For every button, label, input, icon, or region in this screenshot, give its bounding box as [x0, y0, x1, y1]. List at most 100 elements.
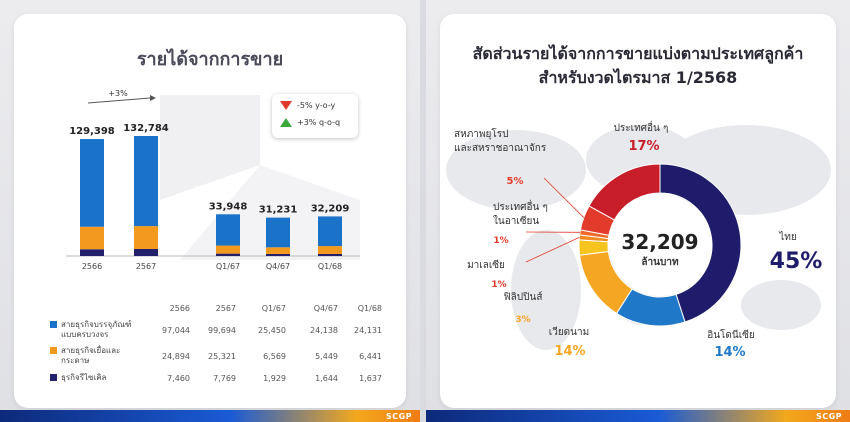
slice-name-label: ประเทศอื่น ๆ	[614, 120, 669, 134]
table-cell: 24,131	[354, 325, 382, 335]
table-header-cell: Q4/67	[313, 303, 338, 313]
series-name: สายธุรกิจบรรจุภัณฑ์แบบครบวงจร	[61, 320, 132, 339]
table-cell: 24,894	[162, 351, 190, 361]
country-donut-chart: 32,209 ล้านบาท ไทย 45% อินโดนีเซีย 14% เวียดนา…	[454, 120, 823, 360]
slice-percent-label: 1%	[493, 236, 508, 246]
growth-label: +3%	[108, 89, 128, 98]
arrow-down-icon	[280, 101, 292, 110]
donut-slice	[588, 163, 661, 221]
revenue-title: รายได้จากการขาย	[136, 49, 284, 70]
slice-name-label: สหภาพยุโรป	[454, 127, 508, 140]
country-share-title: สัดส่วนรายได้จากการขายแบ่งตามประเทศลูกค้…	[426, 42, 850, 90]
slice-name-label: ในอาเซียน	[493, 215, 539, 227]
table-cell: 25,321	[208, 351, 236, 361]
series-swatch	[50, 321, 57, 328]
bar-segment	[80, 249, 104, 256]
country-share-panel: สัดส่วนรายได้จากการขายแบ่งตามประเทศลูกค้…	[426, 0, 850, 422]
bar-total-label: 31,231	[259, 205, 298, 216]
scgp-logo: SCGP	[815, 412, 842, 421]
revenue-panel: รายได้จากการขาย +3% 129,398 2566 132,784 256…	[0, 0, 420, 422]
growth-arrow-head-icon	[150, 95, 156, 101]
slice-name-label: และสหราชอาณาจักร	[454, 143, 547, 154]
growth-arrow-icon	[87, 97, 151, 104]
table-row-label-cell: ธุรกิจรีไซเคิล	[48, 368, 144, 388]
bar-segment	[80, 139, 104, 227]
title-line-2: สำหรับงวดไตรมาส 1/2568	[538, 68, 738, 87]
legend-qoq: +3% q-o-q	[280, 118, 340, 127]
bar-segment	[266, 253, 290, 256]
table-row-label-cell: สายธุรกิจบรรจุภัณฑ์แบบครบวงจร	[48, 316, 144, 344]
legend-qoq-text: +3% q-o-q	[297, 118, 341, 127]
row-label: สายธุรกิจบรรจุภัณฑ์แบบครบวงจร	[50, 320, 142, 340]
legend-yoy: -5% y-o-y	[280, 101, 335, 110]
bar-total-label: 32,209	[311, 203, 350, 214]
bar-segment	[318, 246, 342, 254]
table-header-row: 2566 2567 Q1/67 Q4/67 Q1/68	[48, 300, 384, 316]
table-header-blank	[48, 300, 144, 316]
table-row: สายธุรกิจเยื่อและกระดาษ 24,894 25,321 6,569…	[48, 344, 384, 368]
table-header-cell: 2566	[169, 303, 190, 313]
brand-bar	[0, 410, 420, 422]
slice-percent-label: 3%	[515, 315, 530, 325]
table-cell: 1,637	[359, 373, 382, 383]
bar-segment	[216, 214, 240, 246]
series-name: สายธุรกิจเยื่อและกระดาษ	[61, 346, 121, 365]
series-swatch	[50, 374, 57, 381]
table-cell: 1,644	[315, 373, 338, 383]
leader-line	[543, 177, 585, 218]
table-header-cell: Q1/68	[357, 303, 382, 313]
bar-segment	[266, 247, 290, 254]
slice-name-label: ฟิลิปปินส์	[503, 291, 542, 303]
bar-segment	[318, 216, 342, 247]
arrow-up-icon	[280, 118, 292, 127]
series-name: ธุรกิจรีไซเคิล	[61, 373, 107, 382]
donut-slice	[659, 163, 742, 323]
table-cell: 99,694	[208, 325, 236, 335]
table-row: ธุรกิจรีไซเคิล 7,460 7,769 1,929 1,644 1,637	[48, 368, 384, 388]
slice-name-label: อินโดนีเซีย	[707, 328, 755, 341]
table-row-label-cell: สายธุรกิจเยื่อและกระดาษ	[48, 344, 144, 368]
donut-center	[609, 194, 711, 296]
slice-percent-label: 14%	[554, 344, 585, 359]
table-header-cell: 2567	[215, 303, 236, 313]
slice-name-label: ไทย	[778, 231, 796, 243]
bar-total-label: 132,784	[123, 123, 169, 134]
bar-segment	[318, 253, 342, 256]
x-tick-label: 2566	[82, 262, 102, 271]
table-cell: 7,460	[167, 373, 190, 383]
x-tick-label: 2567	[136, 262, 156, 271]
table-cell: 97,044	[162, 325, 190, 335]
row-label: ธุรกิจรีไซเคิล	[50, 373, 142, 383]
table-cell: 24,138	[310, 325, 338, 335]
bar-total-label: 129,398	[69, 126, 115, 137]
bar-segment	[80, 226, 104, 250]
table-header-cell: Q1/67	[261, 303, 286, 313]
donut-center-unit: ล้านบาท	[641, 256, 679, 268]
growth-legend: -5% y-o-y +3% q-o-q	[272, 94, 358, 138]
x-tick-label: Q1/68	[318, 262, 342, 271]
slice-percent-label: 17%	[628, 139, 659, 154]
series-swatch	[50, 347, 57, 354]
table-cell: 6,441	[359, 351, 382, 361]
slice-name-label: มาเลเซีย	[467, 259, 505, 271]
slice-name-label: ประเทศอื่น ๆ	[493, 199, 548, 213]
table-cell: 5,449	[315, 351, 338, 361]
table-cell: 6,569	[263, 351, 286, 361]
x-tick-label: Q4/67	[266, 262, 290, 271]
table-row: สายธุรกิจบรรจุภัณฑ์แบบครบวงจร 97,044 99,69…	[48, 316, 384, 344]
table-cell: 1,929	[263, 373, 286, 383]
bar-segment	[216, 245, 240, 254]
leader-line	[525, 237, 580, 263]
slice-percent-label: 45%	[770, 249, 823, 274]
table-cell: 7,769	[213, 373, 236, 383]
bar-total-label: 33,948	[209, 201, 248, 212]
bar-segment	[216, 253, 240, 256]
donut-center-value: 32,209	[621, 230, 698, 254]
brand-bar	[426, 410, 850, 422]
table-cell: 25,450	[258, 325, 286, 335]
title-line-1: สัดส่วนรายได้จากการขายแบ่งตามประเทศลูกค้…	[472, 44, 804, 63]
slice-name-label: เวียดนาม	[549, 326, 589, 338]
slice-percent-label: 5%	[507, 176, 524, 187]
x-tick-label: Q1/67	[216, 262, 240, 271]
revenue-bar-chart: +3% 129,398 2566 132,784 2567 33,948 Q1/67 31,2…	[66, 89, 360, 271]
